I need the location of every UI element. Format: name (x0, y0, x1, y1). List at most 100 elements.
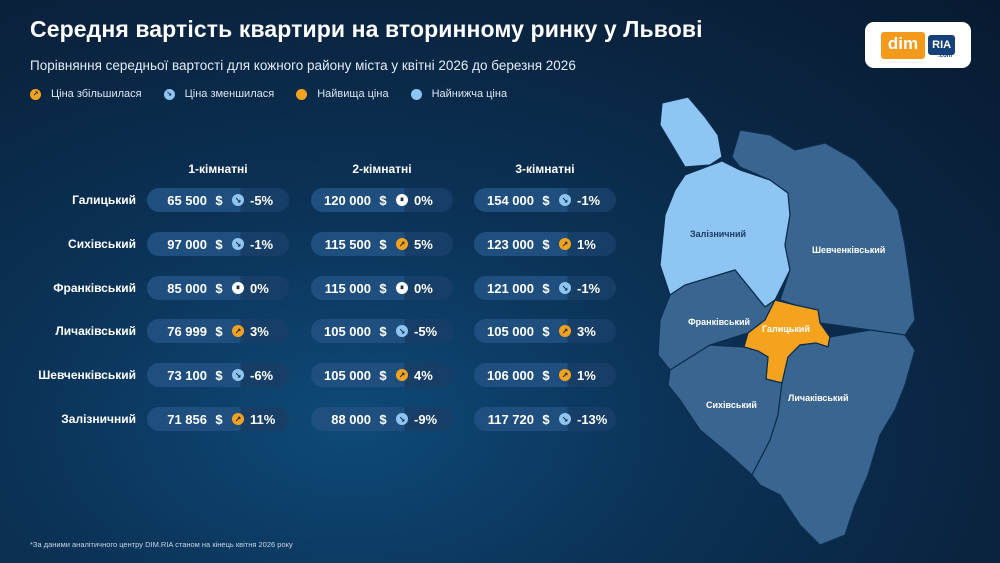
legend: ↗ Ціна збільшилася ↘ Ціна зменшилася Най… (30, 88, 529, 100)
price-value: 85 000 (167, 280, 207, 296)
price-cell: 105 000 $ ↗ 4% (311, 363, 453, 387)
price-value: 105 000 (324, 367, 371, 383)
price-cell: 105 000 $ ↗ 3% (474, 319, 616, 343)
footnote: *За даними аналітичного центру DIM.RIA с… (30, 540, 293, 549)
price-value: 154 000 (487, 192, 534, 208)
page-subtitle: Порівняння середньої вартості для кожног… (30, 58, 576, 73)
row-label-district: Галицький (72, 193, 136, 207)
price-cell: 115 500 $ ↗ 5% (311, 232, 453, 256)
column-header-1-room: 1-кімнатні (188, 162, 248, 176)
arrow-up-icon: ↗ (559, 238, 571, 250)
map-label-halytskyi: Галицький (762, 324, 810, 334)
price-value: 65 500 (167, 192, 207, 208)
change-percent: -1% (577, 192, 601, 208)
currency-sign: $ (542, 411, 550, 427)
arrow-up-icon: ↗ (396, 369, 408, 381)
arrow-down-icon: ↘ (559, 413, 571, 425)
logo-ria-text: RIA .com (928, 35, 956, 59)
arrow-up-icon: ↗ (232, 325, 244, 337)
price-value: 97 000 (167, 236, 207, 252)
price-cell: 115 000 $ ⏸ 0% (311, 276, 453, 300)
legend-highest: Найвища ціна (296, 88, 389, 100)
currency-sign: $ (215, 323, 223, 339)
price-value: 76 999 (167, 323, 207, 339)
currency-sign: $ (379, 236, 387, 252)
legend-decreased-label: Ціна зменшилася (184, 88, 275, 100)
map-label-lychakivskyi: Личаківський (788, 393, 849, 403)
currency-sign: $ (542, 367, 550, 383)
price-value: 117 720 (487, 411, 534, 427)
price-value: 105 000 (324, 323, 371, 339)
arrow-down-icon: ↘ (163, 88, 175, 100)
legend-decreased: ↘ Ціна зменшилася (163, 88, 275, 100)
currency-sign: $ (215, 411, 223, 427)
row-label-district: Личаківський (55, 324, 136, 338)
change-percent: -6% (250, 367, 274, 383)
price-cell: 65 500 $ ↘ -5% (147, 188, 289, 212)
map-label-shevchenkivskyi: Шевченківський (812, 245, 885, 255)
change-percent: 3% (250, 323, 269, 339)
arrow-down-icon: ↘ (232, 194, 244, 206)
column-header-3-room: 3-кімнатні (515, 162, 575, 176)
map-label-sykhivskyi: Сихівський (706, 400, 757, 410)
map-label-zaliznychnyi: Залізничний (690, 229, 746, 239)
currency-sign: $ (542, 323, 550, 339)
price-cell: 120 000 $ ⏸ 0% (311, 188, 453, 212)
row-label-district: Шевченківський (38, 368, 136, 382)
map-district-zaliznychnyi-north (659, 96, 723, 168)
legend-highest-label: Найвища ціна (317, 88, 389, 100)
row-label-district: Франківський (53, 281, 136, 295)
map-label-frankivskyi: Франківський (688, 317, 750, 327)
currency-sign: $ (379, 367, 387, 383)
pause-icon: ⏸ (232, 282, 244, 294)
arrow-down-icon: ↘ (396, 413, 408, 425)
change-percent: -1% (577, 280, 601, 296)
arrow-down-icon: ↘ (559, 194, 571, 206)
currency-sign: $ (542, 280, 550, 296)
change-percent: -5% (414, 323, 438, 339)
change-percent: 11% (250, 411, 276, 427)
change-percent: 3% (577, 323, 596, 339)
price-value: 88 000 (331, 411, 371, 427)
arrow-up-icon: ↗ (396, 238, 408, 250)
legend-increased: ↗ Ціна збільшилася (30, 88, 142, 100)
price-cell: 73 100 $ ↘ -6% (147, 363, 289, 387)
currency-sign: $ (215, 236, 223, 252)
price-cell: 154 000 $ ↘ -1% (474, 188, 616, 212)
price-cell: 117 720 $ ↘ -13% (474, 407, 616, 431)
arrow-up-icon: ↗ (232, 413, 244, 425)
legend-increased-label: Ціна збільшилася (51, 88, 142, 100)
price-value: 105 000 (487, 323, 534, 339)
column-header-2-room: 2-кімнатні (352, 162, 412, 176)
price-cell: 85 000 $ ⏸ 0% (147, 276, 289, 300)
price-cell: 106 000 $ ↗ 1% (474, 363, 616, 387)
arrow-up-icon: ↗ (559, 369, 571, 381)
change-percent: 0% (250, 280, 269, 296)
dimria-logo[interactable]: dim RIA .com (865, 22, 971, 68)
pause-icon: ⏸ (396, 194, 408, 206)
price-value: 71 856 (167, 411, 207, 427)
legend-lowest-label: Найнижча ціна (431, 88, 508, 100)
currency-sign: $ (215, 280, 223, 296)
price-cell: 97 000 $ ↘ -1% (147, 232, 289, 256)
arrow-down-icon: ↘ (232, 238, 244, 250)
arrow-down-icon: ↘ (396, 325, 408, 337)
orange-dot-icon (296, 88, 308, 100)
price-cell: 76 999 $ ↗ 3% (147, 319, 289, 343)
change-percent: -1% (250, 236, 274, 252)
currency-sign: $ (542, 192, 550, 208)
arrow-up-icon: ↗ (30, 88, 41, 100)
change-percent: -5% (250, 192, 274, 208)
arrow-down-icon: ↘ (559, 282, 571, 294)
price-value: 120 000 (324, 192, 371, 208)
change-percent: 0% (414, 280, 433, 296)
arrow-down-icon: ↘ (232, 369, 244, 381)
change-percent: -9% (414, 411, 438, 427)
page-title: Середня вартість квартири на вторинному … (30, 16, 703, 42)
change-percent: 1% (577, 236, 596, 252)
currency-sign: $ (379, 192, 387, 208)
lviv-district-map: Залізничний Шевченківський Франківський … (657, 96, 916, 546)
currency-sign: $ (215, 367, 223, 383)
row-label-district: Залізничний (61, 412, 136, 426)
pause-icon: ⏸ (396, 282, 408, 294)
